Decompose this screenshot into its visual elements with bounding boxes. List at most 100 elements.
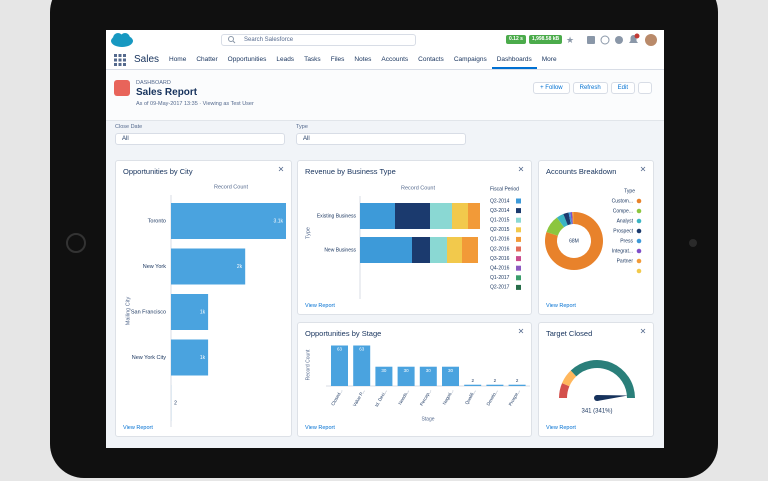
- legend-label: Q1-2017: [490, 275, 510, 281]
- nav-tab[interactable]: Files: [330, 56, 345, 63]
- page-header: DASHBOARD Sales Report As of 09-May-2017…: [106, 70, 664, 121]
- filter-select[interactable]: All: [115, 133, 285, 145]
- category-label: Toronto: [148, 218, 166, 224]
- dashboard-icon: [114, 80, 130, 96]
- nav-tab[interactable]: Notes: [354, 56, 372, 63]
- legend-dot: [636, 208, 642, 214]
- gauge-value: 341 (341%): [581, 409, 612, 415]
- expand-icon[interactable]: [640, 166, 646, 172]
- page-subtitle: As of 09-May-2017 13:35 · Viewing as Tes…: [136, 101, 254, 107]
- nav-tab[interactable]: Leads: [276, 56, 295, 63]
- view-report-link[interactable]: View Report: [305, 425, 335, 431]
- category-label: New York City: [132, 355, 166, 361]
- value-label: 2: [471, 378, 474, 383]
- legend-dot: [636, 218, 642, 224]
- dashboard-card: Record Count Mailing City Toronto 3.1k New Y…: [115, 160, 292, 437]
- legend-swatch: [516, 246, 521, 252]
- setup-icon[interactable]: [615, 36, 623, 44]
- x-axis-label: Record Count: [401, 185, 435, 191]
- filter-label: Type: [296, 124, 308, 130]
- header-button[interactable]: Refresh: [572, 82, 608, 94]
- expand-icon[interactable]: [640, 328, 646, 334]
- bar-segment: [430, 237, 447, 263]
- bar: [171, 339, 209, 376]
- nav-tab[interactable]: Accounts: [381, 56, 409, 63]
- app-launcher[interactable]: [114, 54, 126, 66]
- donut-slice: [570, 212, 573, 225]
- more-button[interactable]: [638, 82, 652, 94]
- nav-tab[interactable]: Dashboards: [491, 50, 537, 69]
- nav-tab[interactable]: Chatter: [196, 56, 218, 63]
- value-label: 1k: [200, 355, 206, 361]
- legend-dot: [636, 248, 642, 254]
- button-group: + Follow Refresh Edit: [533, 82, 652, 94]
- nav-tab[interactable]: Home: [169, 56, 187, 63]
- category-label: Negoti...: [442, 389, 455, 406]
- global-header: Search Salesforce 0.12 s 1,998.58 kB ★: [106, 30, 664, 50]
- bar: [419, 366, 437, 386]
- expand-icon[interactable]: [518, 328, 524, 334]
- legend-title: Fiscal Period: [490, 186, 519, 192]
- legend-label: Q3-2016: [490, 256, 510, 262]
- value-label: 63: [337, 347, 343, 352]
- bar: [442, 366, 459, 386]
- header-button[interactable]: Edit: [610, 82, 635, 94]
- screen: Search Salesforce 0.12 s 1,998.58 kB ★ Sa…: [106, 30, 664, 448]
- search-box[interactable]: Search Salesforce: [221, 34, 416, 46]
- nav-tab[interactable]: Opportunities: [227, 56, 267, 63]
- category-label: Existing Business: [317, 213, 357, 219]
- filter: Close Date All: [115, 124, 285, 145]
- bar: [397, 366, 415, 386]
- filters: Close Date All Type All: [115, 124, 655, 150]
- expand-glyph: [518, 328, 524, 334]
- dashboard-card: Record Count Type Existing Business New Bus…: [297, 160, 532, 315]
- nav-tab[interactable]: Tasks: [304, 56, 321, 63]
- legend-swatch: [516, 208, 521, 214]
- card-title: Accounts Breakdown: [546, 167, 617, 176]
- view-report-link[interactable]: View Report: [305, 303, 335, 309]
- legend-label: Q2-2017: [490, 285, 510, 291]
- legend-label: Q2-2014: [490, 198, 510, 204]
- view-report-link[interactable]: View Report: [546, 425, 576, 431]
- legend-dot: [636, 268, 642, 274]
- help-icon[interactable]: [600, 35, 610, 45]
- expand-icon[interactable]: [278, 166, 284, 172]
- search-placeholder: Search Salesforce: [244, 37, 294, 43]
- bar: [331, 345, 348, 386]
- bar: [353, 345, 371, 386]
- value-label: 1k: [200, 309, 206, 315]
- legend-label: Q1-2016: [490, 237, 510, 243]
- donut-slice: [545, 212, 603, 270]
- chart: Record Count Mailing City Toronto 3.1k New Y…: [125, 166, 286, 427]
- header-button[interactable]: + Follow: [533, 82, 570, 94]
- add-icon[interactable]: [587, 36, 595, 44]
- dashboard-card: Record Count Stage 63 Closed... 63 Value P...…: [297, 322, 532, 437]
- chart: 341 (341%): [559, 328, 646, 415]
- bar: [375, 366, 393, 386]
- bar-segment: [360, 237, 412, 263]
- legend-dot: [636, 198, 642, 204]
- expand-icon[interactable]: [518, 166, 524, 172]
- filter-select[interactable]: All: [296, 133, 466, 145]
- bar: [171, 248, 246, 285]
- view-report-link[interactable]: View Report: [546, 303, 576, 309]
- value-label: 63: [359, 347, 365, 352]
- x-axis-label: Stage: [421, 416, 434, 422]
- avatar[interactable]: [645, 34, 657, 46]
- legend-dot: [636, 258, 642, 264]
- nav-tab[interactable]: Campaigns: [453, 56, 487, 63]
- nav-tab[interactable]: Contacts: [418, 56, 444, 63]
- card-title: Opportunities by City: [123, 167, 193, 176]
- view-report-link[interactable]: View Report: [123, 425, 153, 431]
- chart: Record Count Stage 63 Closed... 63 Value P...…: [305, 328, 530, 422]
- header-icons: ★: [566, 33, 657, 46]
- bar-segment: [468, 203, 480, 229]
- logo[interactable]: [110, 32, 134, 48]
- bar-segment: [447, 237, 462, 263]
- home-button[interactable]: [66, 233, 86, 253]
- value-label: 2k: [237, 264, 243, 270]
- legend-label: Custom...: [612, 198, 633, 204]
- donut-slice: [546, 217, 565, 236]
- nav-tab[interactable]: More: [541, 56, 557, 63]
